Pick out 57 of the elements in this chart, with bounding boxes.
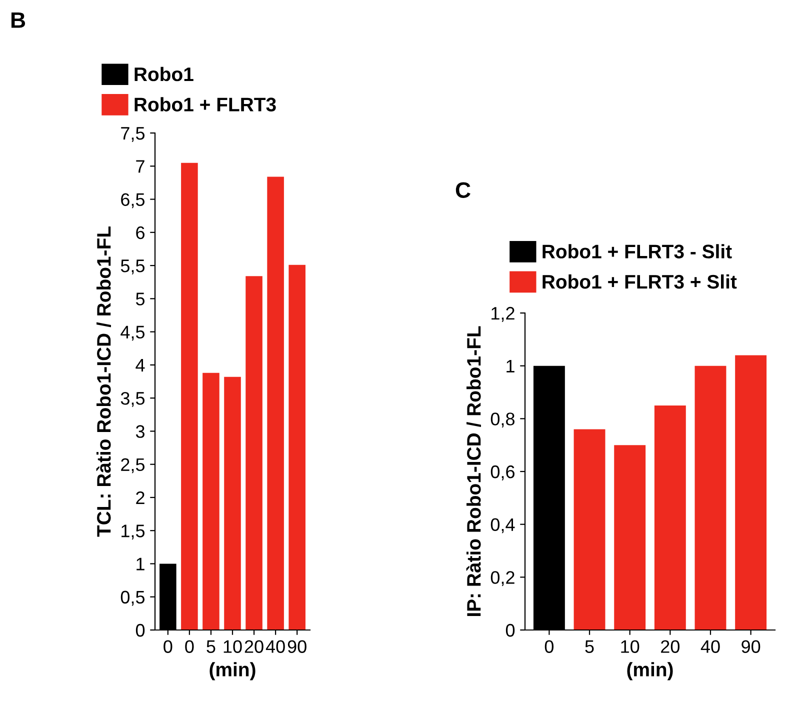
bar: [181, 162, 198, 630]
bar: [614, 445, 646, 630]
x-tick-label: 0: [164, 640, 172, 653]
y-tick-label: 5: [136, 292, 145, 306]
legend-label: Robo1 + FLRT3 + Slit: [542, 274, 737, 289]
y-tick-label: 1,2: [492, 306, 514, 322]
bar: [735, 355, 767, 630]
x-tick-label: 5: [206, 640, 216, 653]
bar: [202, 372, 220, 630]
y-tick-label: 0: [506, 624, 515, 637]
x-tick-label: 10: [224, 640, 242, 653]
bar: [694, 366, 726, 630]
y-tick-label: 0,2: [490, 571, 514, 586]
x-tick-label: 20: [244, 640, 264, 653]
bar: [288, 264, 306, 630]
y-tick-label: 0,4: [490, 518, 515, 534]
y-tick-label: 4,5: [120, 326, 145, 341]
text: C: [456, 182, 470, 198]
y-tick-label: 2,5: [121, 458, 145, 474]
y-tick-label: 5,5: [120, 260, 145, 274]
y-axis-title: IP: Ràtio Robo1-ICD / Robo1-FL: [466, 326, 481, 616]
x-tick-label: 90: [742, 640, 760, 653]
x-tick-label: 0: [185, 640, 194, 653]
x-tick-label: 0: [544, 640, 554, 653]
y-tick-label: 0: [136, 624, 145, 637]
y-tick-label: 0,6: [490, 465, 514, 480]
y-tick-label: 1: [506, 360, 514, 372]
bar: [654, 405, 686, 630]
x-tick-label: 5: [585, 640, 594, 653]
y-tick-label: 6,5: [121, 193, 145, 208]
y-tick-label: 6: [136, 226, 144, 240]
text: B: [11, 12, 26, 28]
legend-label: Robo1 + FLRT3: [134, 97, 276, 112]
y-tick-label: 1: [136, 558, 144, 570]
y-tick-label: 0,8: [490, 412, 514, 428]
legend-label: Robo1 + FLRT3 - Slit: [542, 244, 732, 258]
x-tick-label: 40: [266, 640, 285, 653]
x-tick-label: 90: [288, 640, 306, 653]
x-tick-label: 40: [700, 640, 720, 653]
y-tick-label: 1,5: [122, 524, 145, 540]
x-tick-label: 10: [621, 640, 640, 653]
y-tick-label: 2: [136, 491, 144, 504]
legend-label: Robo1: [134, 66, 194, 82]
bar: [246, 276, 262, 630]
y-tick-label: 4: [136, 359, 145, 372]
y-tick-label: 7: [136, 160, 144, 173]
y-tick-label: 0,5: [120, 590, 145, 606]
y-axis-title: TCL: Ràtio Robo1-ICD / Robo1-FL: [96, 226, 111, 537]
y-tick-label: 3: [136, 425, 144, 438]
y-tick-label: 3,5: [120, 392, 145, 407]
bar: [224, 376, 241, 630]
y-tick-label: 7,5: [121, 127, 145, 142]
x-axis-title: (min): [210, 662, 256, 680]
x-tick-label: 20: [661, 640, 680, 653]
x-axis-title: (min): [627, 662, 673, 680]
bar: [574, 429, 606, 630]
bar: [267, 176, 284, 630]
